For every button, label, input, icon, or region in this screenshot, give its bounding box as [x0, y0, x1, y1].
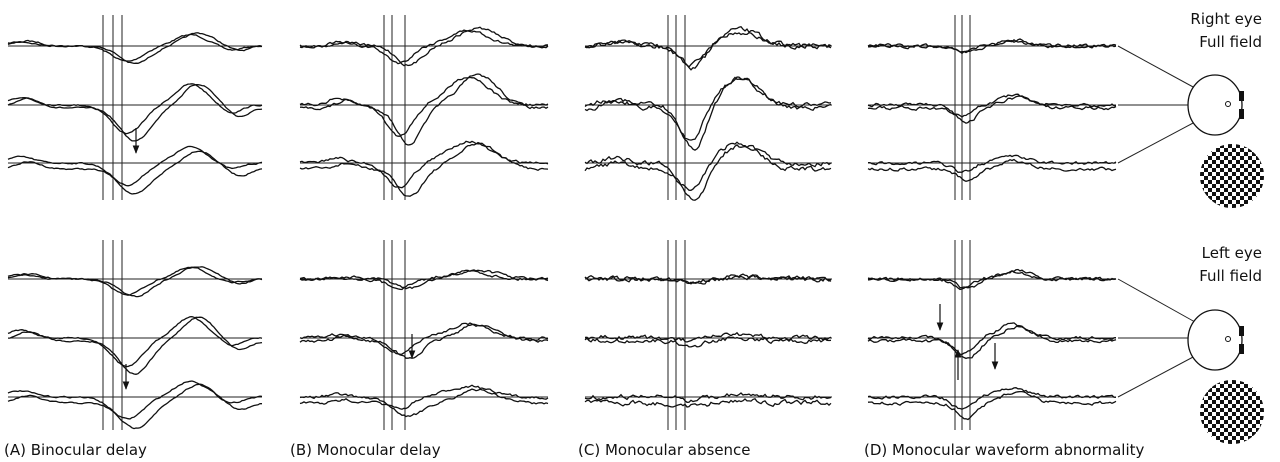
nose	[1239, 344, 1244, 354]
trace	[7, 266, 262, 296]
trace	[7, 383, 263, 430]
head	[1187, 309, 1243, 371]
trace	[584, 76, 832, 141]
trace	[299, 29, 549, 65]
trace	[299, 388, 549, 418]
trace	[867, 322, 1117, 356]
trace	[299, 76, 549, 137]
field-label: Full field	[1199, 33, 1262, 51]
trace	[299, 141, 549, 197]
trace	[584, 144, 832, 201]
trace	[867, 158, 1117, 182]
eye-label: Right eye	[1190, 10, 1262, 28]
trace	[7, 315, 263, 368]
trace	[7, 32, 263, 65]
trace	[584, 25, 832, 71]
connector	[1117, 121, 1196, 164]
trace	[584, 392, 832, 403]
trace	[7, 266, 263, 298]
trace	[7, 33, 263, 62]
trace	[7, 83, 263, 142]
head-right-eye	[1117, 45, 1264, 208]
field-label: Full field	[1199, 267, 1262, 285]
nose	[1239, 326, 1244, 336]
trace	[7, 83, 263, 135]
connector	[1117, 45, 1196, 89]
trace	[867, 387, 1117, 410]
trace	[7, 380, 263, 420]
eye	[1225, 101, 1231, 107]
nose	[1239, 109, 1244, 119]
head-left-eye	[1117, 278, 1264, 444]
trace	[584, 76, 832, 151]
checkerboard	[1200, 144, 1264, 208]
trace	[867, 95, 1117, 124]
panel-label: (D) Monocular waveform abnormality	[864, 441, 1145, 459]
panel-label: (C) Monocular absence	[578, 441, 751, 459]
waveforms	[7, 15, 1117, 430]
trace	[299, 140, 549, 189]
trace	[867, 93, 1116, 118]
trace	[300, 73, 549, 146]
connector	[1117, 278, 1196, 323]
trace	[584, 273, 832, 285]
trace	[299, 269, 549, 291]
trace	[584, 32, 832, 68]
panel-label: (A) Binocular delay	[4, 441, 147, 459]
checkerboard	[1200, 380, 1264, 444]
trace	[299, 384, 549, 410]
trace	[299, 26, 548, 67]
trace	[299, 269, 549, 290]
eye	[1225, 336, 1231, 342]
trace	[867, 154, 1117, 173]
trace	[299, 323, 549, 359]
trace	[584, 336, 832, 348]
panel-label: (B) Monocular delay	[290, 441, 441, 459]
trace	[584, 141, 832, 191]
head	[1187, 74, 1243, 136]
trace	[7, 150, 263, 195]
trace	[8, 316, 263, 375]
trace	[584, 398, 832, 408]
trace	[867, 390, 1117, 421]
trace	[867, 324, 1117, 360]
nose	[1239, 91, 1244, 101]
trace	[867, 268, 1117, 289]
connector	[1117, 355, 1196, 398]
eye-label: Left eye	[1202, 244, 1262, 262]
trace	[867, 38, 1117, 54]
